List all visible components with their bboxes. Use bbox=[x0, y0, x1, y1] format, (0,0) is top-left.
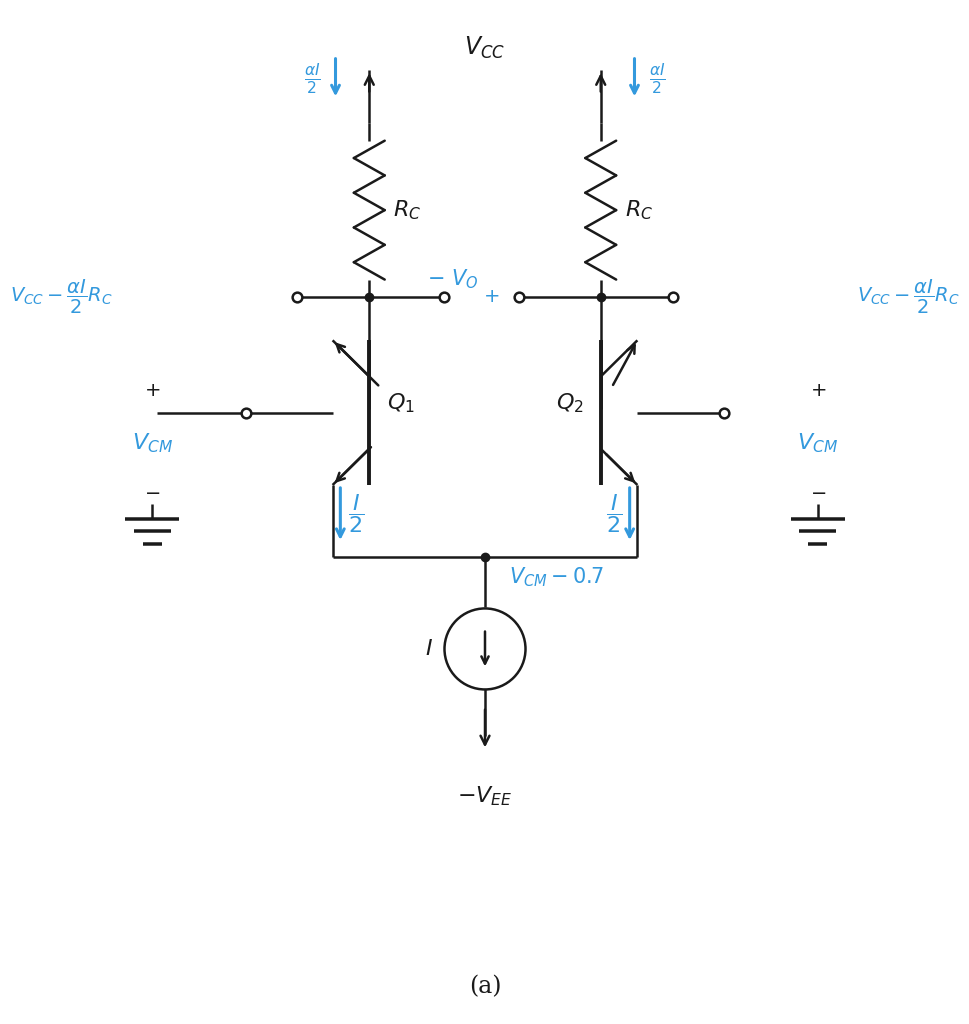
Text: $R_C$: $R_C$ bbox=[624, 199, 652, 222]
Text: $V_{CM}$: $V_{CM}$ bbox=[797, 432, 837, 456]
Text: $-$: $-$ bbox=[144, 482, 160, 501]
Text: $-$: $-$ bbox=[809, 482, 825, 501]
Text: $V_{CM} - 0.7$: $V_{CM} - 0.7$ bbox=[509, 565, 604, 589]
Text: $V_{CC}-\dfrac{\alpha I}{2}R_C$: $V_{CC}-\dfrac{\alpha I}{2}R_C$ bbox=[856, 278, 958, 316]
Text: $-\ V_O$: $-\ V_O$ bbox=[426, 267, 478, 291]
Text: $+$: $+$ bbox=[483, 288, 499, 306]
Text: $V_{CC}-\dfrac{\alpha I}{2}R_C$: $V_{CC}-\dfrac{\alpha I}{2}R_C$ bbox=[11, 278, 113, 316]
Text: $V_{CC}$: $V_{CC}$ bbox=[464, 35, 505, 60]
Text: (a): (a) bbox=[468, 975, 501, 998]
Text: $\dfrac{I}{2}$: $\dfrac{I}{2}$ bbox=[606, 493, 621, 536]
Text: $V_{CM}$: $V_{CM}$ bbox=[132, 432, 172, 456]
Text: $\dfrac{I}{2}$: $\dfrac{I}{2}$ bbox=[348, 493, 363, 536]
Text: $Q_1$: $Q_1$ bbox=[387, 391, 414, 415]
Text: $Q_2$: $Q_2$ bbox=[555, 391, 582, 415]
Text: $R_C$: $R_C$ bbox=[393, 199, 422, 222]
Text: $+$: $+$ bbox=[809, 382, 825, 400]
Text: $I$: $I$ bbox=[424, 638, 432, 659]
Text: $-V_{EE}$: $-V_{EE}$ bbox=[456, 784, 513, 808]
Text: $+$: $+$ bbox=[144, 382, 160, 400]
Text: $\frac{\alpha I}{2}$: $\frac{\alpha I}{2}$ bbox=[648, 60, 665, 95]
Text: $\frac{\alpha I}{2}$: $\frac{\alpha I}{2}$ bbox=[304, 60, 321, 95]
